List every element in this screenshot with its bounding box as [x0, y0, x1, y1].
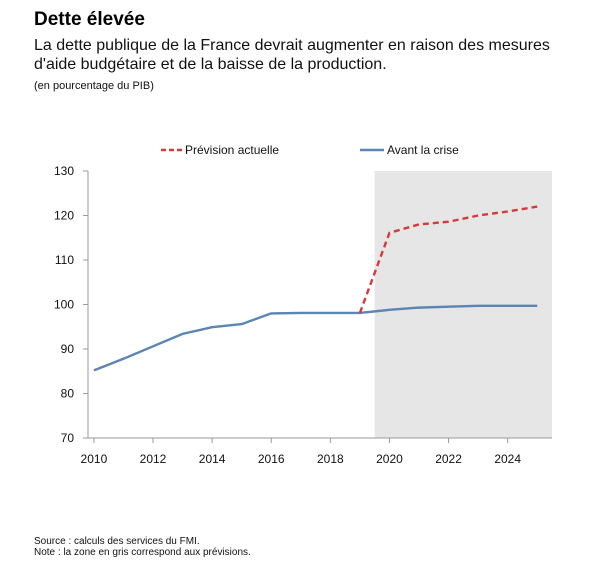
x-tick-label: 2012 [140, 452, 167, 466]
x-tick-label: 2018 [317, 452, 344, 466]
series-line-avant-la-crise [93, 304, 538, 372]
x-tick-label: 2010 [81, 452, 108, 466]
y-tick-label: 80 [61, 387, 75, 401]
chart-title: Dette élevée [34, 9, 145, 30]
x-tick-label: 2016 [258, 452, 285, 466]
y-tick-label: 110 [55, 253, 74, 267]
chart-subtitle: La dette publique de la France devrait a… [34, 37, 550, 73]
unit-note: (en pourcentage du PIB) [34, 80, 154, 92]
legend-prevision-actuelle-label: Prévision actuelle [185, 143, 279, 157]
source-note: Source : calculs des services du FMI. [34, 536, 200, 547]
y-tick-label: 90 [61, 342, 75, 356]
series-line-prevision-actuelle [358, 205, 538, 314]
x-tick-label: 2024 [494, 452, 521, 466]
y-tick-label: 120 [54, 209, 74, 223]
y-tick-label: 100 [54, 298, 74, 312]
x-tick-label: 2020 [376, 452, 403, 466]
footer: Source : calculs des services du FMI. No… [34, 536, 251, 558]
y-tick-label: 130 [54, 164, 74, 178]
shading-note: Note : la zone en gris correspond aux pr… [34, 547, 251, 558]
forecast-shaded-area [374, 171, 552, 438]
debt-line-chart: 70 80 90 100 110 120 130 2010 2012 2014 2016 2018 20… [54, 143, 552, 466]
x-tick-label: 2022 [435, 452, 462, 466]
y-tick-label: 70 [61, 431, 75, 445]
x-tick-label: 2014 [199, 452, 226, 466]
legend-avant-la-crise-label: Avant la crise [387, 143, 459, 157]
